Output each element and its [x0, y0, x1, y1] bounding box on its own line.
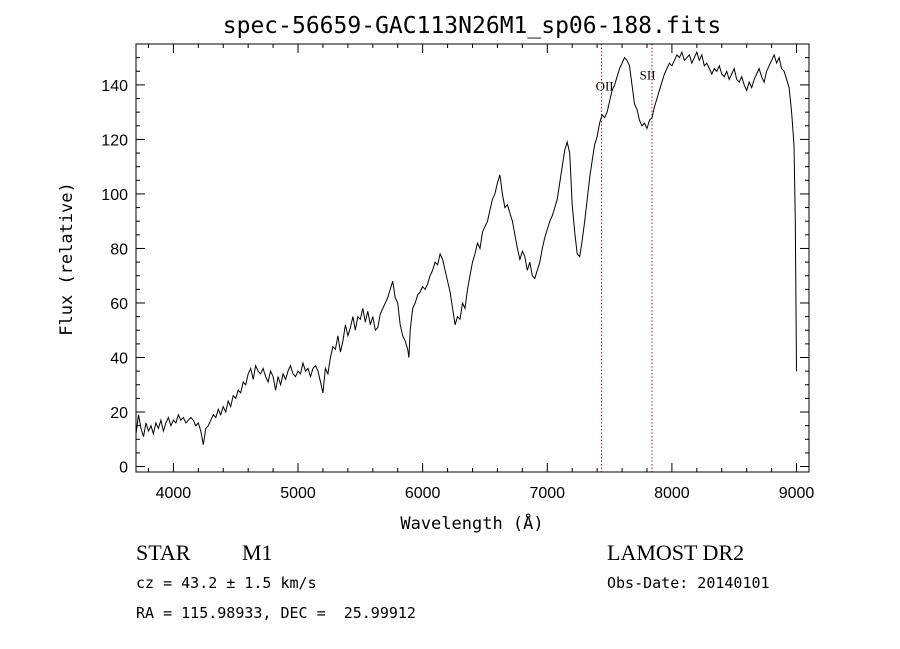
survey-name: LAMOST DR2: [607, 540, 745, 565]
x-axis-label: Wavelength (Å): [400, 512, 543, 534]
x-tick-label: 4000: [156, 485, 192, 502]
x-tick-label: 7000: [529, 485, 565, 502]
x-tick-label: 9000: [779, 485, 815, 502]
chart-title: spec-56659-GAC113N26M1_sp06-188.fits: [223, 13, 722, 39]
line-markers: OII SII: [596, 44, 656, 472]
redshift-velocity: cz = 43.2 ± 1.5 km/s: [136, 574, 317, 592]
y-tick-label: 20: [110, 405, 128, 422]
marker-label-oii: OII: [596, 78, 614, 93]
y-tick-label: 80: [110, 241, 128, 258]
object-subclass: M1: [242, 540, 273, 565]
spectrum-line: [135, 50, 797, 445]
y-tick-label: 140: [101, 78, 128, 95]
x-tick-label: 8000: [654, 485, 690, 502]
y-tick-label: 0: [119, 460, 128, 477]
x-tick-label: 6000: [405, 485, 441, 502]
y-tick-label: 60: [110, 296, 128, 313]
y-axis-label: Flux (relative): [57, 182, 77, 336]
y-tick-label: 100: [101, 187, 128, 204]
x-tick-label: 5000: [280, 485, 316, 502]
y-tick-label: 120: [101, 132, 128, 149]
plot-frame: [135, 43, 810, 473]
object-class: STAR: [136, 540, 191, 565]
obs-date: Obs-Date: 20140101: [607, 574, 770, 592]
axis-ticks: 4000 5000 6000 7000 8000 9000 0 20 40 60 80 100 120 1…: [101, 44, 814, 502]
y-tick-label: 40: [110, 351, 128, 368]
spectrum-chart: spec-56659-GAC113N26M1_sp06-188.fits 400…: [57, 13, 814, 534]
marker-label-sii: SII: [640, 67, 656, 82]
coordinates: RA = 115.98933, DEC = 25.99912: [136, 604, 416, 622]
